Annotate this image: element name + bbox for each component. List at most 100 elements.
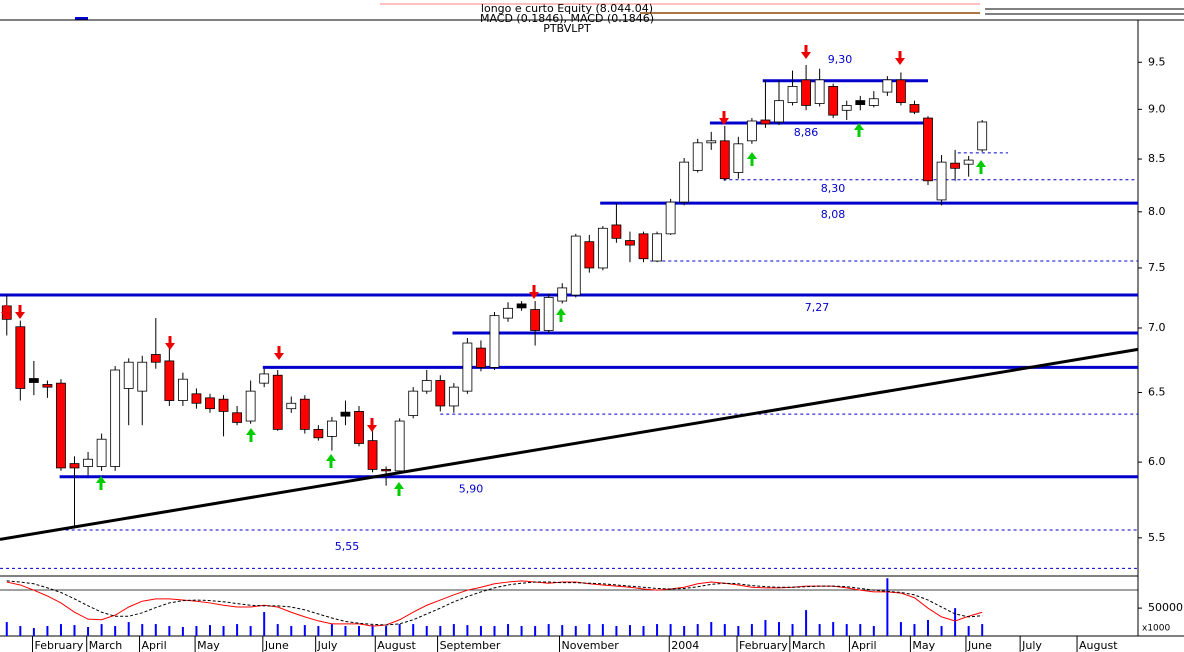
candle-body [665,201,676,235]
candle-body [421,380,432,392]
candle-body [936,161,947,201]
sell-arrow [529,285,539,299]
header-marker [75,17,88,20]
candle-body [719,140,730,180]
candle-body [733,143,744,173]
sell-arrow [1,305,11,319]
candle-body [963,159,974,165]
y-tick-label: 6.5 [1148,385,1166,398]
security-name: PTBVLPT [543,22,591,35]
x-tick-label: November [562,639,620,652]
x-tick-label: March [792,639,826,652]
candle-body [909,104,920,113]
buy-arrow [96,476,106,490]
candle-body [150,354,161,363]
y-tick-label: 8.0 [1148,205,1166,218]
candle-body [530,309,541,331]
level-label: 8,08 [821,208,846,221]
candle-body [679,161,690,203]
candle-body [218,398,229,412]
candle-body [543,297,554,331]
candle-body [191,393,202,404]
buy-arrow [326,454,336,468]
x-tick-label: April [851,639,876,652]
x-tick-label: February [35,639,84,652]
candle-body [15,326,26,389]
candle-body [354,411,364,444]
candle-body [841,105,852,111]
candle-body [232,412,242,423]
candle-body [340,411,351,417]
candle-body [83,458,93,467]
candle-body [476,347,486,368]
sell-arrow [367,418,377,432]
candle-body [896,79,906,103]
candle-body [272,374,283,430]
candle-body [868,98,879,106]
level-label: 5,90 [459,483,484,496]
candle-body [923,117,933,182]
x-tick-label: 2004 [671,639,699,652]
y-tick-label: 7.0 [1148,321,1166,334]
x-tick-label: July [1021,639,1042,652]
candle-body [557,287,568,302]
level-label: 9,30 [828,53,853,66]
candle-body [28,378,39,383]
x-tick-label: August [377,639,416,652]
candle-body [462,342,473,392]
candle-body [801,79,811,106]
candle-body [313,428,324,439]
buy-arrow [394,482,404,496]
x-tick-label: May [912,639,935,652]
chart-title: longo e curto Equity (8.044.04) [481,2,653,15]
candle-body [692,142,703,171]
y-tick-label: 5.5 [1148,531,1166,544]
x-tick-label: April [142,639,167,652]
candle-body [787,86,798,103]
candle-body [503,307,513,319]
sell-arrow [801,45,811,59]
candle-body [746,120,757,142]
candle-body [570,235,581,296]
candle-body [814,79,825,104]
x-tick-label: August [1079,639,1118,652]
buy-arrow [976,160,986,174]
candle-body [584,241,595,269]
level-label: 5,55 [335,540,360,553]
candle-body [408,390,419,416]
candle-body [123,361,134,389]
y-tick-label: 9.5 [1148,55,1166,68]
x-tick-label: June [264,639,289,652]
volume-unit: x1000 [1142,624,1171,634]
candle-body [42,384,53,388]
candle-body [259,373,270,384]
candle-body [435,380,446,407]
x-tick-label: February [739,639,788,652]
candle-body [96,438,107,467]
sell-arrow [165,336,175,350]
candle-body [760,119,771,125]
candle-body [625,240,635,246]
x-tick-label: July [317,639,338,652]
x-tick-label: May [197,639,220,652]
x-tick-label: June [967,639,992,652]
candle-body [977,121,988,151]
y-tick-label: 9.0 [1148,102,1166,115]
trendline [0,347,1139,541]
candle-body [882,79,893,93]
level-label: 8,30 [821,182,846,195]
candle-body [299,398,310,430]
candle-body [56,382,66,469]
buy-arrow [747,152,757,166]
sell-arrow [895,51,905,65]
candle-body [177,378,188,401]
x-tick-label: March [89,639,123,652]
candle-body [652,233,662,262]
level-label: 8,86 [794,126,819,139]
candle-body [381,469,392,472]
candle-body [638,233,649,260]
buy-arrow [854,123,864,137]
